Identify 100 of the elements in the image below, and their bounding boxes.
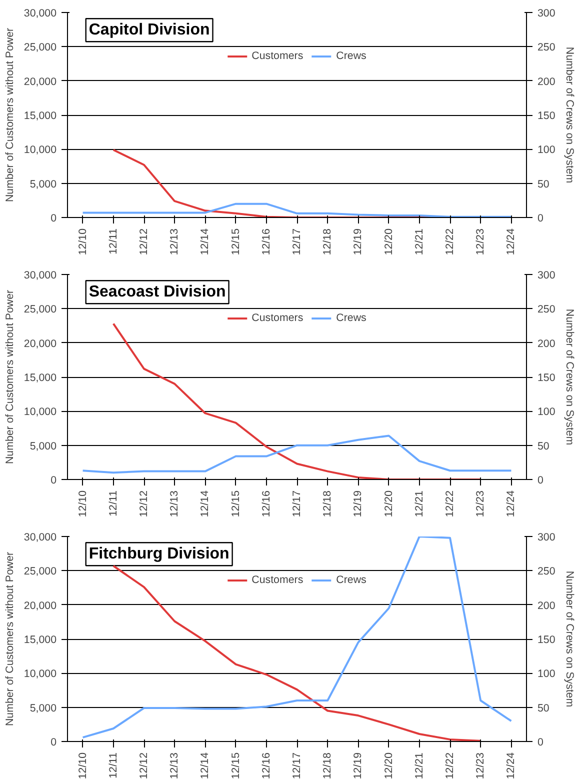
y-tick-label: 15,000 [24,110,57,122]
x-tick-label: 12/11 [107,490,120,516]
y2-axis-title: Number of Crews on System [563,308,576,446]
x-tick-label: 12/23 [474,752,487,780]
x-tick-label: 12/18 [322,228,334,256]
x-tick-label: 12/24 [505,752,518,780]
x-tick-label: 12/17 [291,228,303,256]
x-tick-label: 12/19 [352,228,364,256]
x-tick-label: 12/18 [322,752,334,780]
y-axis-title: Number of Customers without Power [4,551,16,726]
y2-tick-label: 250 [538,304,556,316]
y-tick-label: 5,000 [30,702,57,714]
x-tick-label: 12/22 [444,752,456,780]
legend-label: Customers [252,312,304,324]
y-tick-label: 20,000 [24,76,57,88]
y2-tick-label: 200 [538,338,556,350]
text: Seacoast Division [88,284,226,301]
x-tick-label: 12/23 [474,228,487,256]
x-tick-label: 12/11 [107,752,120,778]
y2-tick-label: 50 [538,702,550,714]
y2-tick-label: 150 [538,634,556,646]
x-tick-label: 12/12 [138,490,150,518]
x-tick-label: 12/16 [260,490,272,518]
y-tick-label: 0 [50,474,57,486]
legend-label: Customers [252,574,304,586]
y-tick-label: 20,000 [24,600,57,612]
y2-axis-title: Number of Crews on System [563,46,576,184]
x-tick-label: 12/17 [291,752,303,780]
x-tick-label: 12/16 [260,228,272,256]
y2-tick-label: 250 [538,42,556,54]
y2-tick-label: 0 [538,212,544,224]
x-tick-label: 12/20 [382,490,395,518]
y2-tick-label: 100 [538,144,556,156]
y2-tick-label: 150 [538,110,556,122]
x-tick-label: 12/13 [168,228,181,256]
y2-tick-label: 300 [538,270,556,282]
x-tick-label: 12/11 [107,228,120,254]
legend-label: Crews [336,50,366,62]
x-tick-label: 12/10 [76,752,89,780]
legend-label: Crews [336,574,366,586]
line-series [82,434,512,474]
x-tick-label: 12/14 [199,228,212,256]
x-tick-label: 12/15 [230,228,242,256]
x-tick-label: 12/14 [199,752,212,780]
x-tick-label: 12/12 [138,228,150,256]
x-tick-label: 12/23 [474,490,487,518]
y-tick-label: 10,000 [24,144,57,156]
line-series [82,536,512,738]
x-tick-label: 12/21 [413,490,426,518]
x-tick-label: 12/14 [199,490,212,518]
x-tick-label: 12/20 [382,228,395,256]
y2-axis-title: Number of Crews on System [563,570,576,708]
y-tick-label: 5,000 [30,440,57,452]
y-tick-label: 25,000 [24,304,57,316]
x-tick-label: 12/13 [168,752,181,780]
x-tick-label: 12/18 [322,490,334,518]
line-series [112,322,482,480]
y2-tick-label: 150 [538,372,556,384]
text: Capitol Division [88,22,210,39]
x-tick-label: 12/24 [505,228,518,256]
y2-tick-label: 0 [538,736,544,748]
y-tick-label: 10,000 [24,406,57,418]
y2-tick-label: 300 [538,532,556,544]
y-tick-label: 25,000 [24,566,57,578]
text: Fitchburg Division [88,546,230,563]
legend-label: Crews [336,312,366,324]
y2-tick-label: 0 [538,474,544,486]
x-tick-label: 12/10 [76,490,89,518]
x-tick-label: 12/17 [291,490,303,518]
y-tick-label: 0 [50,736,57,748]
line-series [112,564,482,742]
y2-tick-label: 250 [538,566,556,578]
y-axis-title: Number of Customers without Power [4,289,16,464]
y-axis-title: Number of Customers without Power [4,27,16,202]
y-tick-label: 30,000 [24,532,57,544]
y2-tick-label: 50 [538,178,550,190]
y-tick-label: 25,000 [24,42,57,54]
y2-tick-label: 50 [538,440,550,452]
x-tick-label: 12/21 [413,228,426,256]
x-tick-label: 12/20 [382,752,395,780]
x-tick-label: 12/24 [505,490,518,518]
x-tick-label: 12/15 [230,752,242,780]
y-tick-label: 0 [50,212,57,224]
legend-label: Customers [252,50,304,62]
y-tick-label: 30,000 [24,270,57,282]
x-tick-label: 12/10 [76,228,89,256]
x-tick-label: 12/16 [260,752,272,780]
y2-tick-label: 200 [538,600,556,612]
line-series [82,202,512,218]
y-tick-label: 5,000 [30,178,57,190]
y-tick-label: 10,000 [24,668,57,680]
y-tick-label: 15,000 [24,634,57,646]
y-tick-label: 15,000 [24,372,57,384]
x-tick-label: 12/21 [413,752,426,780]
x-tick-label: 12/19 [352,752,364,780]
x-tick-label: 12/22 [444,490,456,518]
x-tick-label: 12/15 [230,490,242,518]
y-tick-label: 20,000 [24,338,57,350]
y2-tick-label: 300 [538,8,556,20]
x-tick-label: 12/22 [444,228,456,256]
